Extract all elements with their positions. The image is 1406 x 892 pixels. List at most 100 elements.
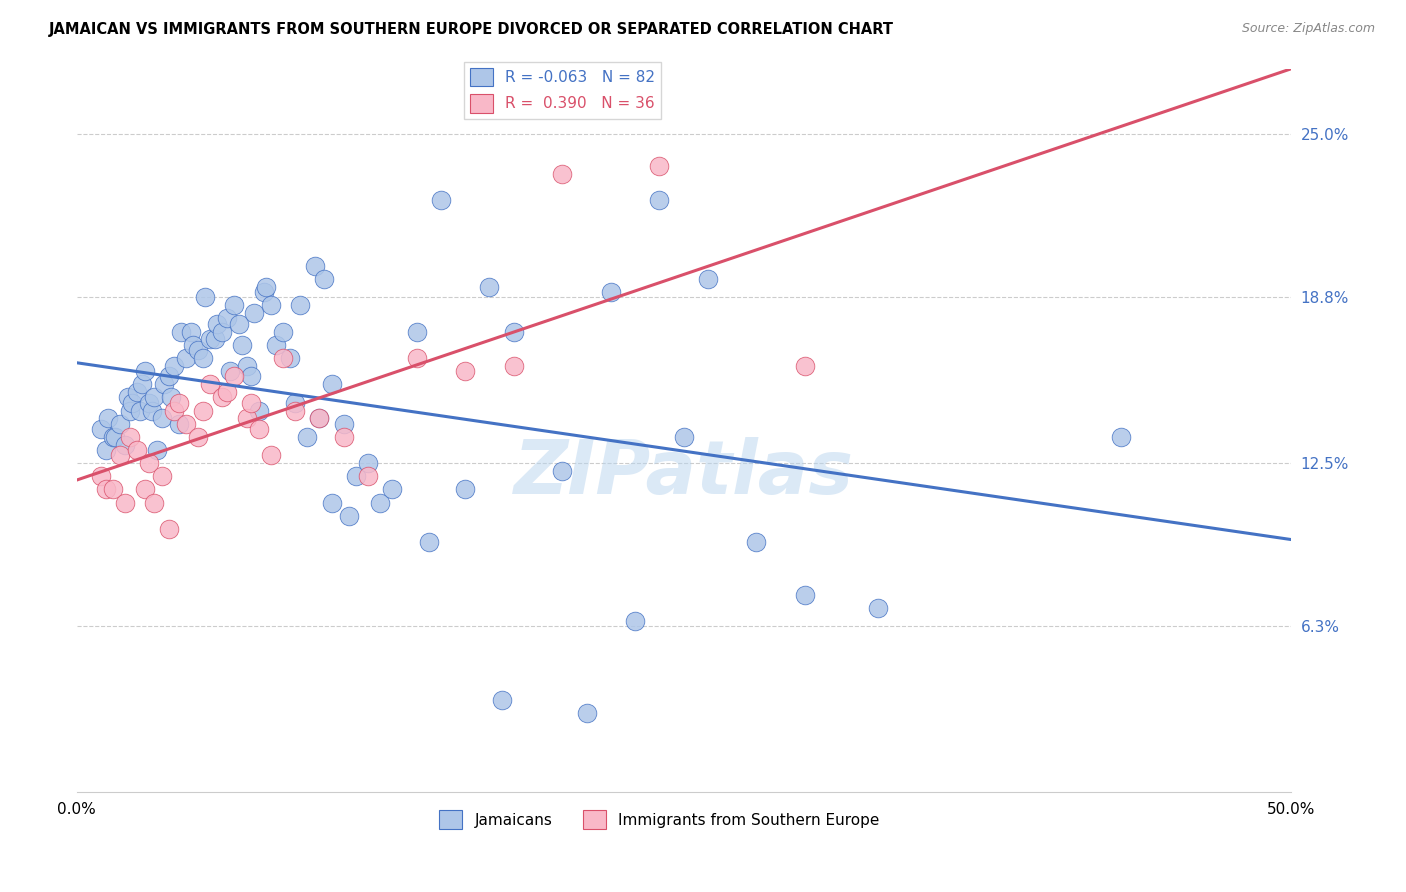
Point [648,193,671,207]
Point [344,469,367,483]
Point [381,483,404,497]
Point [228,317,250,331]
Point [243,306,266,320]
Point [198,333,221,347]
Point [121,395,143,409]
Point [218,364,240,378]
Point [101,483,124,497]
Point [94,442,117,457]
Point [357,469,380,483]
Point [697,272,720,286]
Point [278,351,301,365]
Point [304,259,326,273]
Point [672,430,695,444]
Point [134,364,156,378]
Point [866,600,889,615]
Point [191,351,214,365]
Point [284,403,307,417]
Point [794,588,817,602]
Point [254,280,277,294]
Point [247,403,270,417]
Point [405,325,427,339]
Point [745,535,768,549]
Point [150,469,173,483]
Point [90,469,112,483]
Point [187,430,209,444]
Point [217,311,239,326]
Text: Source: ZipAtlas.com: Source: ZipAtlas.com [1241,22,1375,36]
Point [163,359,186,373]
Point [117,390,139,404]
Point [478,280,501,294]
Point [114,438,136,452]
Point [157,369,180,384]
Point [163,403,186,417]
Point [191,403,214,417]
Point [264,337,287,351]
Point [143,390,166,404]
Point [1109,430,1132,444]
Point [194,290,217,304]
Point [128,403,150,417]
Point [260,448,283,462]
Point [180,325,202,339]
Point [231,337,253,351]
Point [211,390,233,404]
Point [332,430,354,444]
Point [648,159,671,173]
Point [308,411,330,425]
Point [624,614,647,628]
Point [204,333,226,347]
Point [207,317,229,331]
Point [127,385,149,400]
Point [454,364,477,378]
Point [94,483,117,497]
Point [551,464,574,478]
Point [454,483,477,497]
Point [551,167,574,181]
Point [235,411,257,425]
Point [127,442,149,457]
Point [167,417,190,431]
Point [288,298,311,312]
Point [794,359,817,373]
Point [153,377,176,392]
Point [181,337,204,351]
Point [235,359,257,373]
Point [260,298,283,312]
Point [502,359,524,373]
Point [170,325,193,339]
Point [118,430,141,444]
Point [252,285,274,299]
Point [110,417,132,431]
Point [321,495,343,509]
Point [157,522,180,536]
Point [368,495,391,509]
Point [104,430,127,444]
Point [198,377,221,392]
Point [240,395,263,409]
Point [491,693,513,707]
Point [101,430,124,444]
Point [110,448,132,462]
Point [167,395,190,409]
Text: JAMAICAN VS IMMIGRANTS FROM SOUTHERN EUROPE DIVORCED OR SEPARATED CORRELATION CH: JAMAICAN VS IMMIGRANTS FROM SOUTHERN EUR… [49,22,894,37]
Text: ZIPatlas: ZIPatlas [513,437,853,510]
Point [224,369,246,384]
Point [271,325,294,339]
Point [143,495,166,509]
Point [224,298,246,312]
Point [357,456,380,470]
Point [308,411,330,425]
Point [240,369,263,384]
Point [405,351,427,365]
Point [575,706,598,720]
Point [321,377,343,392]
Point [174,417,197,431]
Point [131,377,153,392]
Point [284,395,307,409]
Legend: Jamaicans, Immigrants from Southern Europe: Jamaicans, Immigrants from Southern Euro… [433,804,886,835]
Point [297,430,319,444]
Point [211,325,233,339]
Point [134,483,156,497]
